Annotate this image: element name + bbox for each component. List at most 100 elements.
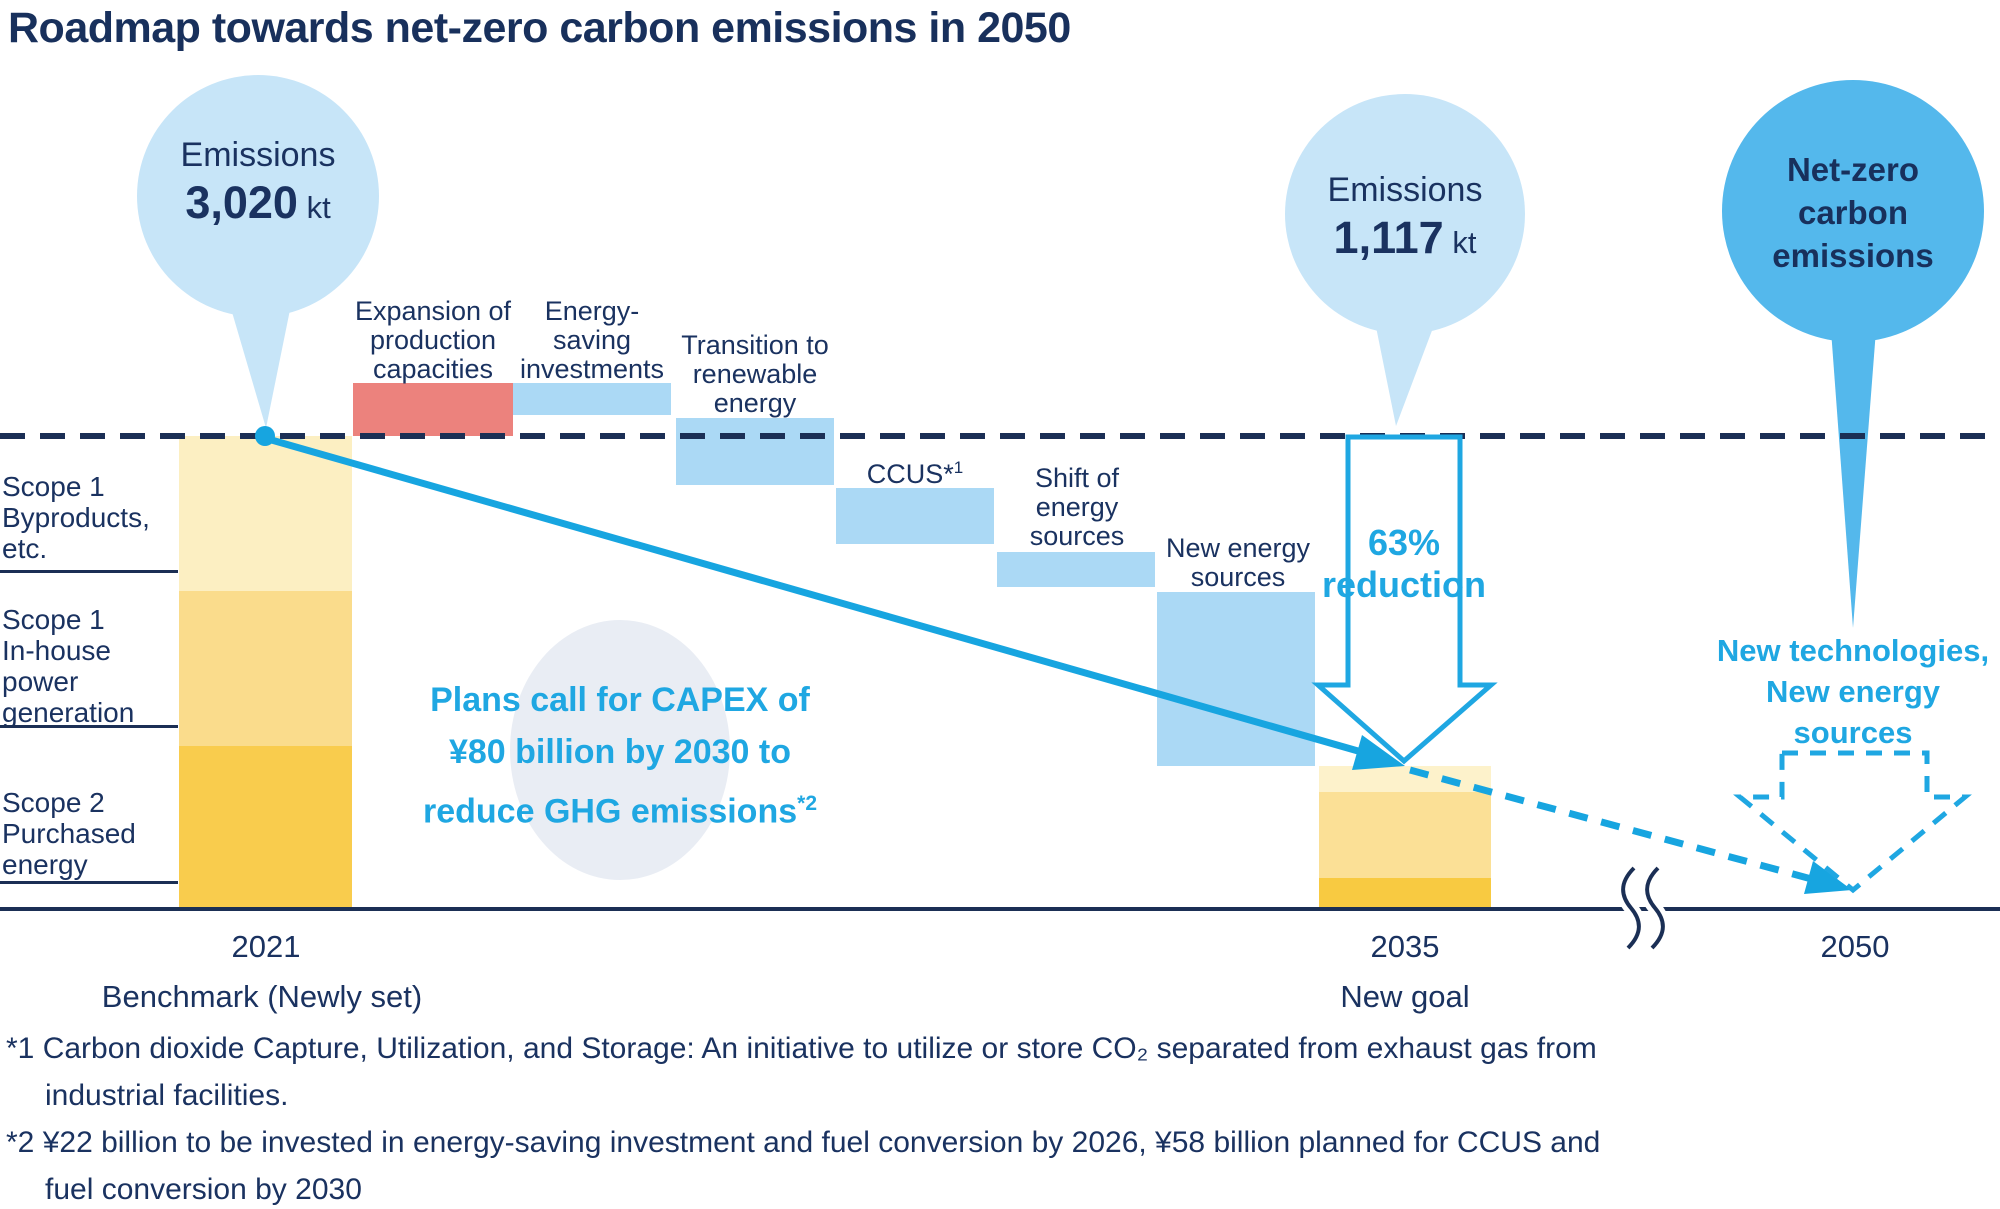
balloon-line-3: emissions <box>1772 237 1934 274</box>
capex-line3: reduce GHG emissions*2 <box>423 778 817 837</box>
bar-2035-seg-bottom <box>1319 878 1491 909</box>
scope-divider-1 <box>0 570 178 573</box>
capex-line2: ¥80 billion by 2030 to <box>448 733 791 771</box>
bar-energy-saving <box>513 383 671 415</box>
label-shift-l1: Shift of <box>1034 463 1120 493</box>
bubble-2035-label: Emissions <box>1327 171 1483 209</box>
scope2-line3: energy <box>2 849 88 880</box>
new-tech-dashed-arrow <box>1733 750 1972 894</box>
label-expansion-l2: production <box>369 325 497 355</box>
bar-ccus <box>836 488 994 544</box>
axis-break-mark <box>1616 863 1670 953</box>
scope-divider-3 <box>0 881 178 884</box>
bubble-2035-value: 1,117 kt <box>1334 212 1477 264</box>
reduction-word: reduction <box>1321 564 1487 605</box>
label-ccus: CCUS*1 <box>867 453 963 489</box>
scope2-line1: Scope 2 <box>2 787 105 818</box>
new-tech-label: New technologies, New energy sources <box>1717 630 1989 753</box>
bar-transition-renewable <box>676 418 834 485</box>
trend-arrow-2021-2035 <box>255 426 1405 770</box>
balloon-2050-shape <box>1722 80 1984 628</box>
label-new-energy-l2: sources <box>1190 562 1286 592</box>
bar-2035-seg-top <box>1319 766 1491 792</box>
bar-new-energy-sources <box>1157 592 1315 766</box>
reduction-label: 63% reduction <box>1322 522 1486 606</box>
bar-2021-scope2-purchased <box>179 746 352 909</box>
axis-sub-2021: Benchmark (Newly set) <box>101 979 423 1014</box>
label-new-energy-l1: New energy <box>1165 533 1311 563</box>
label-energy-saving-l3: investments <box>519 354 665 384</box>
reduction-pct: 63% <box>1367 522 1441 563</box>
page-title: Roadmap towards net-zero carbon emission… <box>8 4 1071 52</box>
new-tech-l3: sources <box>1793 715 1913 750</box>
capex-background-ellipse <box>510 620 730 880</box>
scope1b-line1: Scope 1 <box>2 604 105 635</box>
bar-expansion-increase <box>353 383 513 436</box>
new-tech-l1: New technologies, <box>1716 633 1990 668</box>
scope1a-line2: Byproducts, <box>2 502 150 533</box>
label-ccus-text: CCUS* <box>866 459 954 489</box>
footnote-2-line2: fuel conversion by 2030 <box>45 1173 362 1206</box>
bar-2021-scope1-byproducts <box>179 436 352 591</box>
bubble-2021-value: 3,020 kt <box>185 177 330 229</box>
x-axis <box>0 863 2000 953</box>
capex-line3-sup: *2 <box>797 792 817 815</box>
label-shift-l3: sources <box>1029 521 1125 551</box>
scope2-purchased-label: Scope 2 Purchased energy <box>2 787 136 880</box>
bubble-2035-shape <box>1285 94 1525 426</box>
axis-year-2050: 2050 <box>1820 929 1890 964</box>
footnote-2-line1: *2 ¥22 billion to be invested in energy-… <box>6 1126 1601 1159</box>
bubble-2035-value-number: 1,117 <box>1333 212 1444 263</box>
reduction-outline-arrow <box>1311 434 1498 765</box>
label-ccus-sup: 1 <box>953 458 964 477</box>
bar-2021-stack <box>179 436 352 909</box>
bar-2035-seg-mid <box>1319 792 1491 878</box>
label-expansion-l3: capacities <box>372 354 494 384</box>
footnote-1-line2: industrial facilities. <box>45 1079 289 1112</box>
balloon-line-1: Net-zero <box>1786 151 1920 188</box>
new-tech-l2: New energy <box>1765 674 1941 709</box>
label-transition-l1: Transition to <box>681 330 829 360</box>
label-transition-l3: energy <box>713 388 797 418</box>
bubble-2021-value-number: 3,020 <box>185 177 298 228</box>
axis-year-2035: 2035 <box>1370 929 1440 964</box>
label-expansion: Expansion of production capacities <box>355 297 511 384</box>
bubble-2021-value-unit: kt <box>306 190 331 225</box>
scope1b-line3: power <box>2 666 79 697</box>
label-shift-l2: energy <box>1035 492 1119 522</box>
scope2-line2: Purchased <box>2 818 136 849</box>
bubble-2021-shape <box>137 75 379 428</box>
scope1-byproducts-label: Scope 1 Byproducts, etc. <box>2 471 150 564</box>
axis-year-2021: 2021 <box>231 929 301 964</box>
scope1b-line2: In-house <box>2 635 111 666</box>
label-transition: Transition to renewable energy <box>681 331 829 418</box>
capex-annotation: Plans call for CAPEX of ¥80 billion by 2… <box>423 674 817 837</box>
label-energy-saving: Energy- saving investments <box>520 297 664 384</box>
bar-2021-scope1-inhouse <box>179 591 352 746</box>
balloon-line-2: carbon <box>1797 194 1909 231</box>
axis-sub-2035: New goal <box>1340 979 1470 1014</box>
capex-line3-text: reduce GHG emissions <box>423 792 798 831</box>
label-shift: Shift of energy sources <box>1030 464 1125 551</box>
bar-shift-energy-sources <box>997 552 1155 587</box>
scope1-inhouse-label: Scope 1 In-house power generation <box>2 604 134 728</box>
bubble-2035-value-unit: kt <box>1452 225 1477 260</box>
scope1a-line3: etc. <box>2 533 48 564</box>
label-expansion-l1: Expansion of <box>354 296 512 326</box>
scope1b-line4: generation <box>2 697 135 728</box>
scope1a-line1: Scope 1 <box>2 471 105 502</box>
capex-line1: Plans call for CAPEX of <box>430 681 810 719</box>
trend-arrow-2035-2050 <box>1409 766 1852 894</box>
balloon-2050-text: Net-zero carbon emissions <box>1772 148 1933 277</box>
start-point-dot <box>255 426 275 446</box>
label-energy-saving-l1: Energy- <box>544 296 640 326</box>
footnote-1-line1: *1 Carbon dioxide Capture, Utilization, … <box>6 1032 1597 1065</box>
bar-2035-stack <box>1319 766 1491 909</box>
scope-divider-2 <box>0 725 178 728</box>
label-energy-saving-l2: saving <box>552 325 632 355</box>
label-new-energy: New energy sources <box>1166 534 1310 592</box>
